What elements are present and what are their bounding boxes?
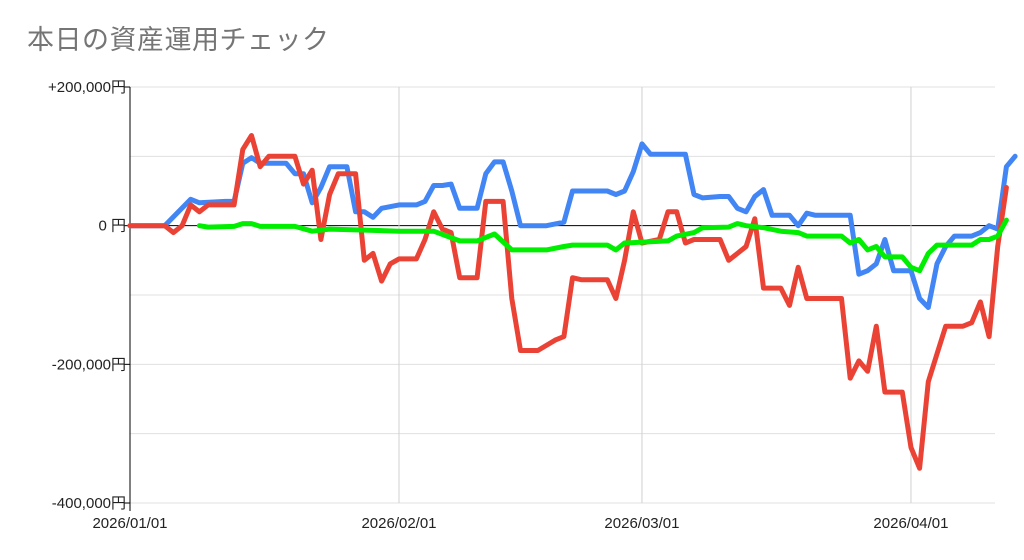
y-tick-label: +200,000円 <box>48 79 126 96</box>
series-line-3 <box>196 217 1009 274</box>
chart-title: 本日の資産運用チェック <box>27 25 330 56</box>
series-line-2 <box>127 133 1009 471</box>
x-tick-label: 2026/04/01 <box>873 515 948 532</box>
x-tick-label: 2026/02/01 <box>361 515 436 532</box>
y-tick-label: 0 円 <box>98 218 126 235</box>
x-tick-label: 2026/01/01 <box>92 515 167 532</box>
x-tick-label: 2026/03/01 <box>604 515 679 532</box>
y-tick-label: -400,000円 <box>52 495 126 512</box>
y-tick-label: -200,000円 <box>52 356 126 373</box>
